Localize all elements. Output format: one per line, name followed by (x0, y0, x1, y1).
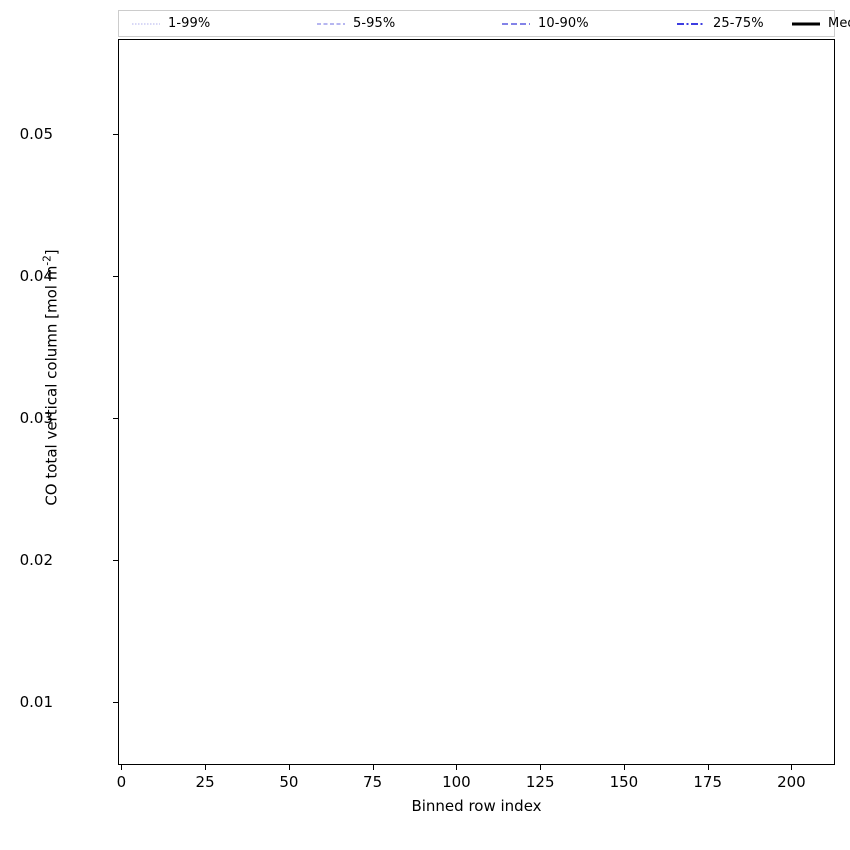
x-tick-label: 100 (442, 773, 471, 791)
x-tick (372, 765, 374, 770)
y-tick-label: 0.02 (19, 550, 53, 569)
y-axis-label-tail: ] (42, 249, 61, 256)
x-tick (205, 765, 207, 770)
y-tick-label: 0.04 (19, 266, 53, 285)
x-tick (623, 765, 625, 770)
y-tick-label: 0.05 (19, 124, 53, 143)
y-tick (113, 417, 118, 419)
legend-item-5-95[interactable]: 5-95% (316, 16, 395, 31)
y-tick (113, 701, 118, 703)
x-tick (121, 765, 123, 770)
x-tick-label: 75 (363, 773, 383, 791)
legend-label-25-75: 25-75% (713, 16, 764, 31)
legend-item-median[interactable]: Median (791, 16, 850, 31)
legend-label-10-90: 10-90% (538, 16, 589, 31)
legend-label-5-95: 5-95% (353, 16, 396, 31)
x-tick-label: 0 (116, 773, 127, 791)
axes-frame (118, 39, 835, 765)
y-tick-label: 0.01 (19, 692, 53, 711)
x-tick (540, 765, 542, 770)
legend-line-icon-5-95 (316, 18, 346, 30)
y-axis-label: CO total vertical column [mol m-2] (42, 38, 61, 718)
x-tick (456, 765, 458, 770)
x-tick-label: 200 (777, 773, 806, 791)
legend-item-25-75[interactable]: 25-75% (676, 16, 764, 31)
x-tick-label: 50 (279, 773, 299, 791)
x-tick (791, 765, 793, 770)
legend-item-1-99[interactable]: 1-99% (131, 16, 210, 31)
legend-line-icon-1-99 (131, 18, 161, 30)
x-tick (707, 765, 709, 770)
x-tick-label: 125 (525, 773, 555, 791)
chart-legend: 1-99% 5-95% 10-90% 25-75% Median (118, 10, 850, 37)
y-axis-label-exponent: -2 (41, 255, 54, 266)
x-tick-label: 25 (195, 773, 215, 791)
x-tick-label: 175 (693, 773, 723, 791)
legend-item-10-90[interactable]: 10-90% (501, 16, 589, 31)
y-tick (113, 133, 118, 135)
y-tick (113, 275, 118, 277)
legend-line-icon-10-90 (501, 18, 531, 30)
legend-label-1-99: 1-99% (168, 16, 211, 31)
y-tick (113, 559, 118, 561)
y-axis-label-main: CO total vertical column [mol m (42, 265, 61, 506)
x-tick-label: 150 (609, 773, 639, 791)
x-axis-label: Binned row index (411, 797, 542, 815)
legend-line-icon-median (791, 18, 821, 30)
x-tick (288, 765, 290, 770)
legend-line-icon-25-75 (676, 18, 706, 30)
legend-label-median: Median (828, 16, 850, 31)
y-tick-label: 0.03 (19, 408, 53, 427)
